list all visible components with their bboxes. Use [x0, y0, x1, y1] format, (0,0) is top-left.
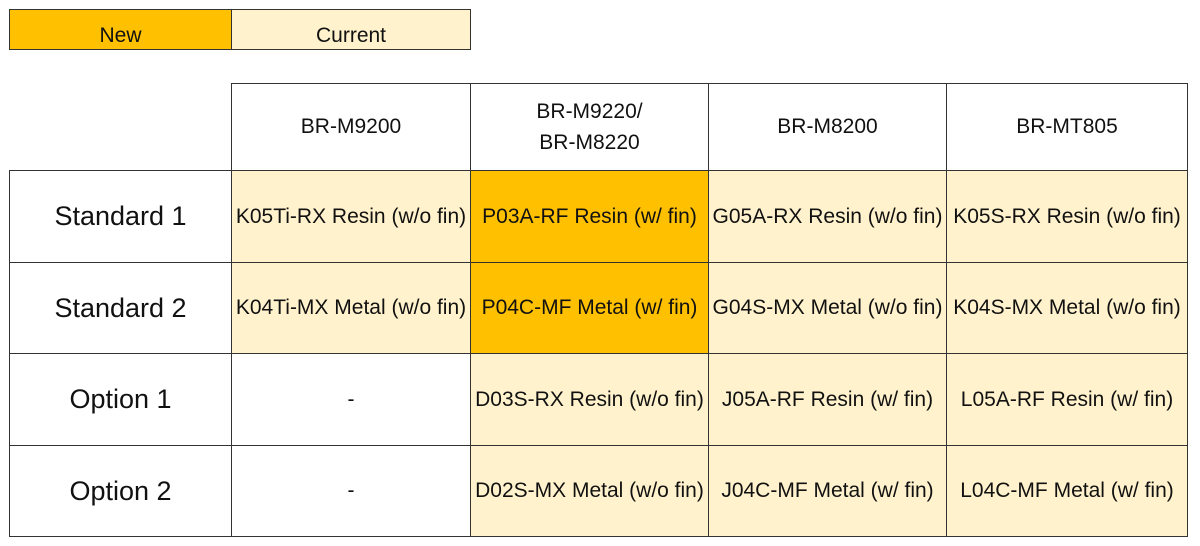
table-cell: P04C-MF Metal (w/ fin)	[470, 261, 709, 354]
table-cell: G04S-MX Metal (w/o fin)	[708, 261, 947, 354]
table-cell: -	[231, 444, 471, 537]
table-cell: D03S-RX Resin (w/o fin)	[470, 353, 709, 446]
column-header: BR-M8200	[708, 83, 947, 171]
corner-cell	[9, 83, 232, 171]
table-row: Standard 1 K05Ti-RX Resin (w/o fin) P03A…	[9, 170, 1188, 263]
table-cell: L05A-RF Resin (w/ fin)	[946, 353, 1188, 446]
table-cell: K05S-RX Resin (w/o fin)	[946, 170, 1188, 263]
row-label: Standard 2	[9, 261, 232, 354]
column-header: BR-MT805	[946, 83, 1188, 171]
table-cell: K04Ti-MX Metal (w/o fin)	[231, 261, 471, 354]
table-cell: L04C-MF Metal (w/ fin)	[946, 444, 1188, 537]
comparison-table: BR-M9200 BR-M9220/ BR-M8220 BR-M8200 BR-…	[9, 83, 1188, 537]
header-row: BR-M9200 BR-M9220/ BR-M8220 BR-M8200 BR-…	[9, 83, 1188, 171]
legend-new: New	[10, 10, 232, 49]
table-row: Option 1 - D03S-RX Resin (w/o fin) J05A-…	[9, 353, 1188, 446]
table-row: Option 2 - D02S-MX Metal (w/o fin) J04C-…	[9, 444, 1188, 537]
row-label: Option 1	[9, 353, 232, 446]
table-row: Standard 2 K04Ti-MX Metal (w/o fin) P04C…	[9, 261, 1188, 354]
table-cell: J05A-RF Resin (w/ fin)	[708, 353, 947, 446]
row-label: Standard 1	[9, 170, 232, 263]
table-cell: G05A-RX Resin (w/o fin)	[708, 170, 947, 263]
table-cell: K05Ti-RX Resin (w/o fin)	[231, 170, 471, 263]
table-cell: -	[231, 353, 471, 446]
row-label: Option 2	[9, 444, 232, 537]
table-cell: K04S-MX Metal (w/o fin)	[946, 261, 1188, 354]
table-cell: D02S-MX Metal (w/o fin)	[470, 444, 709, 537]
table-cell: J04C-MF Metal (w/ fin)	[708, 444, 947, 537]
table-cell: P03A-RF Resin (w/ fin)	[470, 170, 709, 263]
column-header: BR-M9220/ BR-M8220	[470, 83, 709, 171]
legend-current: Current	[232, 10, 470, 49]
column-header: BR-M9200	[231, 83, 471, 171]
legend: New Current	[9, 9, 471, 50]
